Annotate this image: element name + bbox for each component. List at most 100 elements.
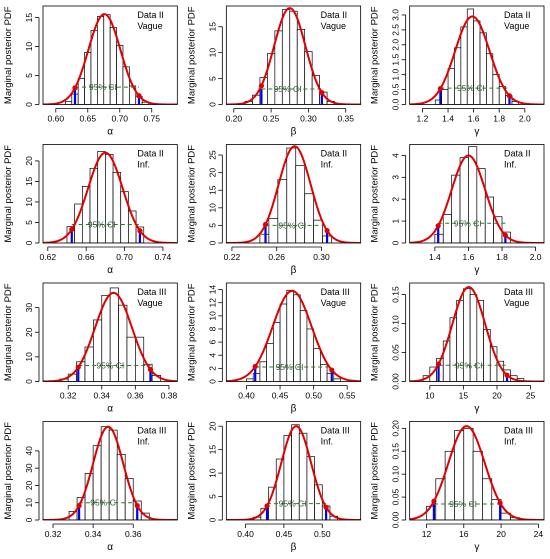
histogram-bar [306, 456, 315, 520]
x-tick-label: 24 [534, 529, 544, 539]
y-tick-label: 10 [24, 498, 34, 508]
plot-frame [225, 5, 362, 105]
ci-bound-dot [75, 364, 81, 370]
legend-text: Inf. [137, 160, 150, 170]
ci-label: 95% CI [455, 360, 483, 370]
y-tick-label: 15 [207, 185, 217, 195]
histogram-bar [259, 233, 270, 243]
y-tick-label: 5 [207, 76, 217, 81]
histogram-bar [295, 165, 306, 243]
ci-bound-dot [323, 504, 329, 510]
x-tick-label: 0.36 [125, 529, 142, 539]
histogram-bar [314, 484, 323, 520]
plot-area: 95% CI [43, 425, 178, 520]
plot-frame [409, 421, 545, 521]
y-tick-label: 0 [24, 240, 34, 245]
y-tick-label: 4 [207, 353, 217, 358]
x-tick-label: 0.62 [40, 252, 57, 262]
y-tick-label: 10 [24, 42, 34, 52]
y-tick-label: 0 [207, 240, 217, 245]
panel-4-2: 95% CI 0.40 0.45 0.50 0 5 10 15 20 β Marginal post… [186, 421, 362, 553]
y-axis-label: Marginal posterior PDF [3, 145, 14, 243]
y-tick-label: 40 [24, 446, 34, 456]
x-tick-label: 10 [425, 391, 435, 401]
ci-bound-dot [329, 367, 335, 373]
x-tick-label: 0.40 [237, 529, 254, 539]
histogram-bar [306, 328, 314, 382]
x-tick-label: 0.20 [226, 114, 243, 124]
density-curve [43, 291, 178, 382]
x-tick-label: 0.35 [337, 114, 354, 124]
x-tick-label: 0.50 [305, 391, 322, 401]
y-tick-label: 0 [24, 379, 34, 384]
ci-label: 95% CI [89, 82, 117, 92]
y-tick-label: 2.5 [391, 24, 401, 36]
y-tick-label: 8 [207, 326, 217, 331]
x-tick-label: 0.36 [127, 391, 144, 401]
x-axis-label: β [291, 127, 297, 138]
ci-bound-dot [431, 498, 437, 504]
x-axis-label: β [291, 404, 297, 415]
y-tick-label: 0.20 [391, 420, 401, 437]
plot-frame [409, 282, 545, 382]
histogram-bar [109, 27, 117, 105]
ci-bound-dot [506, 93, 513, 99]
ci-label: 95% CI [457, 83, 485, 93]
x-axis-label: β [291, 542, 297, 553]
ci-bound-dot [252, 363, 258, 370]
x-axis-label: α [107, 404, 113, 415]
y-tick-label: 0.0 [391, 98, 401, 110]
y-tick-label: 0.00 [391, 511, 401, 528]
y-tick-label: 0.10 [391, 315, 401, 332]
legend-text: Data III [137, 287, 166, 297]
x-tick-label: 1.6 [463, 252, 475, 262]
panel-2-2: 95% CI 0.22 0.26 0.30 0 5 10 15 20 25 β Marginal po… [186, 144, 362, 276]
histogram-bar [135, 336, 145, 382]
ci-bound-dot [264, 503, 270, 509]
histogram-bar [259, 361, 267, 382]
plot-frame [42, 282, 178, 382]
ci-bound-dot [262, 221, 269, 228]
density-curve [226, 145, 361, 243]
x-tick-label: 0.66 [78, 252, 95, 262]
y-tick-label: 0 [207, 379, 217, 384]
legend-text: Data II [137, 149, 164, 159]
plot-frame [42, 421, 178, 521]
legend-text: Data III [504, 426, 533, 436]
x-tick-label: 12 [422, 529, 432, 539]
ci-bound-dot [72, 85, 78, 91]
plot-area: 95% CI [226, 289, 361, 382]
legend-text: Vague [321, 21, 346, 31]
density-curve [226, 7, 361, 105]
plot-area: 95% CI [409, 8, 544, 105]
legend-text: Data III [321, 426, 350, 436]
x-tick-label: 0.45 [276, 529, 293, 539]
x-tick-label: 0.70 [111, 114, 128, 124]
x-tick-label: 1.6 [468, 114, 480, 124]
x-tick-label: 1.8 [496, 252, 508, 262]
ci-bound-dot [324, 228, 330, 234]
panel-1-2: 95% CI 0.20 0.25 0.30 0.35 0 5 10 15 β Marginal po… [186, 5, 362, 138]
y-axis-label: Marginal posterior PDF [3, 283, 14, 381]
x-tick-label: 0.65 [80, 114, 97, 124]
legend-text: Vague [321, 298, 346, 308]
x-tick-label: 0.32 [45, 529, 62, 539]
histogram-bar [472, 450, 483, 520]
ci-label: 95% CI [454, 218, 482, 228]
histogram-bar [267, 53, 276, 105]
plot-area: 95% CI [43, 13, 178, 105]
y-tick-label: 4 [391, 153, 401, 158]
panel-2-1: 95% CI 0.62 0.66 0.70 0.74 0 5 10 15 20 α Marginal … [3, 144, 178, 276]
y-tick-label: 0 [207, 102, 217, 107]
plot-frame [225, 144, 362, 244]
ci-label: 95% CI [96, 360, 124, 370]
histogram-bar [313, 348, 321, 382]
panel-4-3: 95% CI 12 16 20 24 0.00 0.05 0.10 0.15 0.20 γ Margi… [370, 420, 545, 553]
panel-3-2: 95% CI 0.40 0.45 0.50 0.55 0 2 4 6 8 10 12 14 β Margin… [186, 282, 362, 415]
histogram-bar [313, 219, 323, 243]
density-curve [409, 15, 544, 105]
x-tick-label: 0.45 [272, 391, 289, 401]
y-tick-label: 10 [207, 48, 217, 58]
plot-area: 95% CI [409, 286, 544, 382]
